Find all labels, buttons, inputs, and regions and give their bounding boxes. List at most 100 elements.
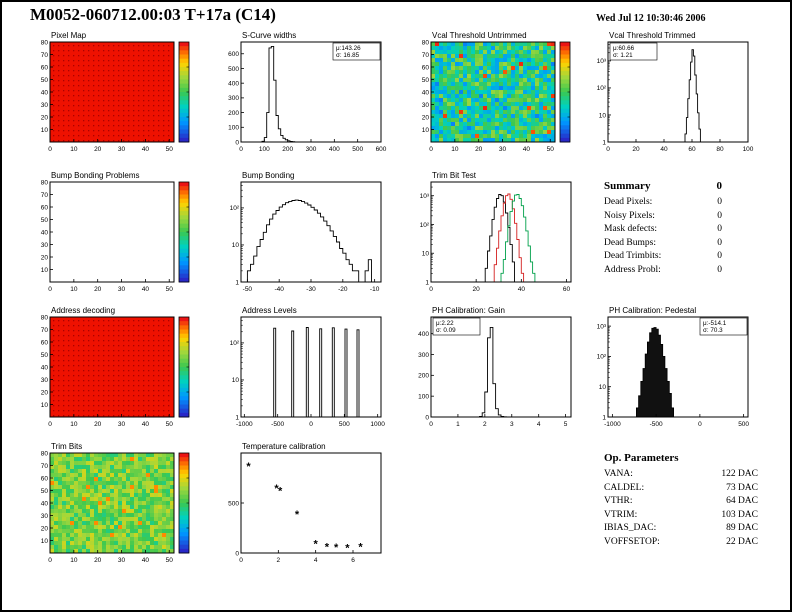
svg-text:0: 0 [48,146,52,153]
svg-text:2: 2 [277,557,281,564]
svg-text:50: 50 [166,286,174,293]
svg-text:μ:-514.1: μ:-514.1 [703,320,727,327]
svg-text:80: 80 [41,39,49,46]
svg-text:60: 60 [563,286,571,293]
op-parameter-row: VOFFSETOP: 22 DAC [604,536,758,547]
svg-text:80: 80 [41,450,49,457]
svg-text:S-Curve widths: S-Curve widths [242,31,296,40]
svg-text:500: 500 [352,146,363,153]
svg-text:0: 0 [425,414,429,421]
svg-text:70: 70 [41,463,49,470]
svg-text:Bump Bonding: Bump Bonding [242,171,294,180]
summary-row: Dead Bumps: 0 [604,237,722,248]
svg-text:μ:2.22: μ:2.22 [436,320,454,327]
svg-text:10³: 10³ [420,193,430,200]
svg-text:70: 70 [41,327,49,334]
svg-text:60: 60 [688,146,696,153]
svg-text:40: 40 [523,146,531,153]
svg-text:PH Calibration: Pedestal: PH Calibration: Pedestal [609,306,696,315]
svg-text:30: 30 [41,513,49,520]
svg-text:1: 1 [602,139,606,146]
svg-text:20: 20 [41,254,49,261]
svg-text:0: 0 [48,557,52,564]
svg-text:80: 80 [422,39,430,46]
op-parameter-row: VTHR: 64 DAC [604,496,758,506]
svg-text:10²: 10² [230,340,240,347]
svg-text:70: 70 [41,52,49,59]
svg-text:50: 50 [41,217,49,224]
plot-ph-calibration-pedestal: -1000 -500 0 500 1 10 10² 10³ PH Calibration: Pe… [574,303,769,445]
svg-text:10³: 10³ [597,323,607,330]
svg-text:40: 40 [142,286,150,293]
op-parameter-row: VANA: 122 DAC [604,469,758,479]
svg-text:2: 2 [483,421,487,428]
svg-text:1: 1 [602,414,606,421]
svg-text:-1000: -1000 [236,421,253,428]
plot-trim-bits: 0 10 20 30 40 50 10 20 30 40 50 60 70 80 Trim Bits [16,439,211,581]
svg-text:500: 500 [339,421,350,428]
svg-text:*: * [345,543,350,555]
svg-text:*: * [274,483,279,495]
svg-text:0: 0 [698,421,702,428]
svg-text:100: 100 [743,146,754,153]
svg-text:40: 40 [41,229,49,236]
svg-text:600: 600 [376,146,387,153]
summary-row: Mask defects: 0 [604,224,722,234]
svg-text:1: 1 [425,279,429,286]
svg-text:*: * [314,539,319,551]
svg-text:10²: 10² [230,205,240,212]
svg-text:Bump Bonding Problems: Bump Bonding Problems [51,171,140,180]
summary-rows: Dead Pixels: 0 Noisy Pixels: 0 Mask defects:… [604,196,722,277]
svg-text:100: 100 [418,393,429,400]
svg-text:0: 0 [48,286,52,293]
svg-text:500: 500 [738,421,749,428]
svg-text:30: 30 [422,102,430,109]
svg-text:Vcal Threshold Untrimmed: Vcal Threshold Untrimmed [432,31,527,40]
svg-text:10: 10 [41,538,49,545]
svg-text:40: 40 [41,89,49,96]
svg-text:300: 300 [306,146,317,153]
plot-vcal-threshold-untrimmed: 0 10 20 30 40 50 10 20 30 40 50 60 70 80 Vcal Threshol… [397,28,592,170]
svg-text:10: 10 [451,146,459,153]
svg-text:σ: 70.3: σ: 70.3 [703,327,723,334]
svg-text:Pixel Map: Pixel Map [51,31,87,40]
svg-text:*: * [278,486,283,498]
svg-text:10: 10 [70,557,78,564]
svg-text:70: 70 [41,192,49,199]
svg-text:20: 20 [632,146,640,153]
svg-text:*: * [246,461,251,473]
plot-pixel-map: 0 10 20 30 40 50 10 20 30 40 50 60 70 80 Pixel Map [16,28,211,170]
svg-text:10²: 10² [597,85,607,92]
svg-text:0: 0 [429,146,433,153]
svg-text:50: 50 [166,557,174,564]
plot-bump-bonding-problems: 0 10 20 30 40 50 10 20 30 40 50 60 70 80 Bump Bonding … [16,168,211,310]
svg-text:20: 20 [41,114,49,121]
svg-text:80: 80 [41,179,49,186]
svg-text:0: 0 [239,146,243,153]
svg-text:-30: -30 [306,286,316,293]
svg-text:PH Calibration: Gain: PH Calibration: Gain [432,306,505,315]
svg-text:-500: -500 [271,421,284,428]
plot-temperature-calibration: * * * * * * * * * 0 2 4 6 0 500 Temperature calibration [207,439,402,581]
svg-text:0: 0 [48,421,52,428]
svg-text:20: 20 [94,286,102,293]
svg-text:30: 30 [118,146,126,153]
svg-text:60: 60 [41,64,49,71]
svg-text:30: 30 [118,286,126,293]
plot-address-decoding: 0 10 20 30 40 50 10 20 30 40 50 60 70 80 Address decod… [16,303,211,445]
summary-row: Dead Trimbits: 0 [604,251,722,261]
svg-text:200: 200 [282,146,293,153]
svg-text:20: 20 [94,146,102,153]
svg-text:20: 20 [94,421,102,428]
svg-text:40: 40 [518,286,526,293]
plot-bump-bonding: -50 -40 -30 -20 -10 1 10 10² Bump Bonding [207,168,402,310]
svg-text:40: 40 [142,146,150,153]
svg-text:Address decoding: Address decoding [51,306,115,315]
svg-text:10: 10 [41,402,49,409]
svg-text:60: 60 [41,339,49,346]
svg-text:1000: 1000 [370,421,385,428]
svg-text:500: 500 [228,500,239,507]
svg-text:10: 10 [70,286,78,293]
svg-text:100: 100 [228,125,239,132]
